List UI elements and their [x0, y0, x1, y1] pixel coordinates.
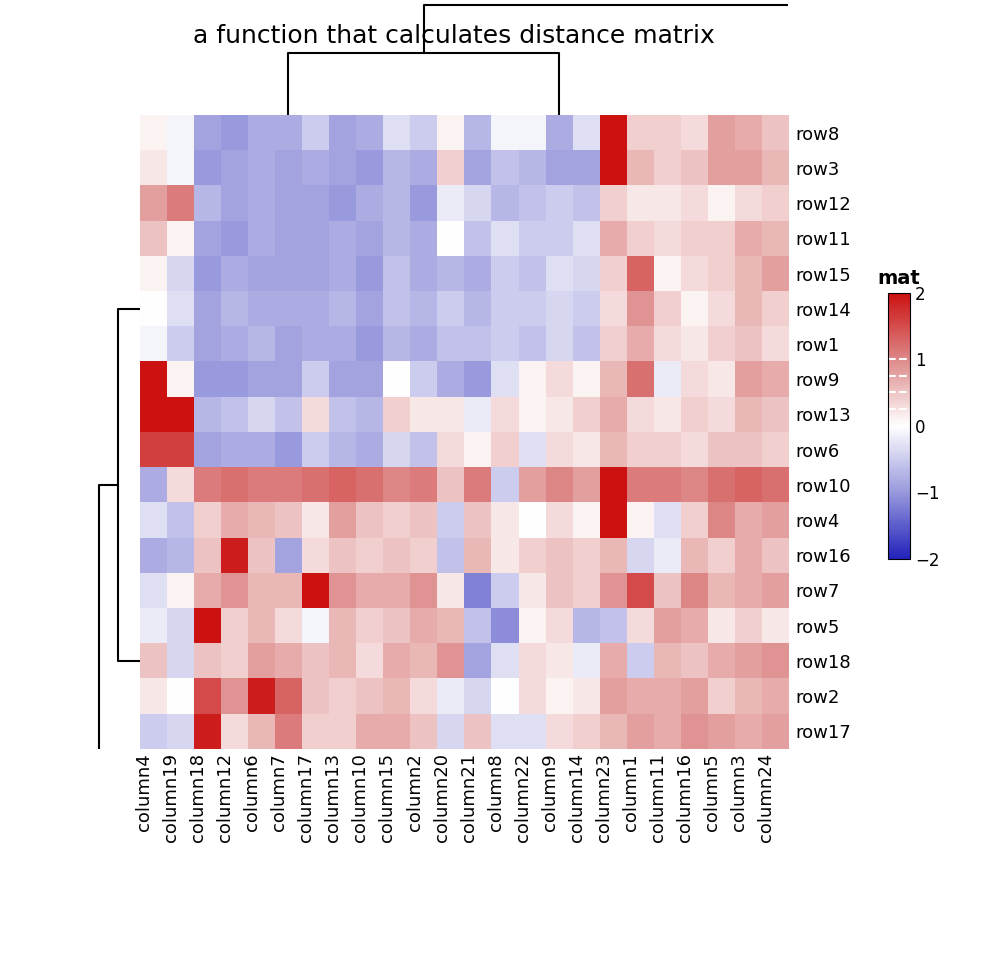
Title: mat: mat [878, 269, 920, 288]
Text: a function that calculates distance matrix: a function that calculates distance matr… [194, 24, 715, 48]
